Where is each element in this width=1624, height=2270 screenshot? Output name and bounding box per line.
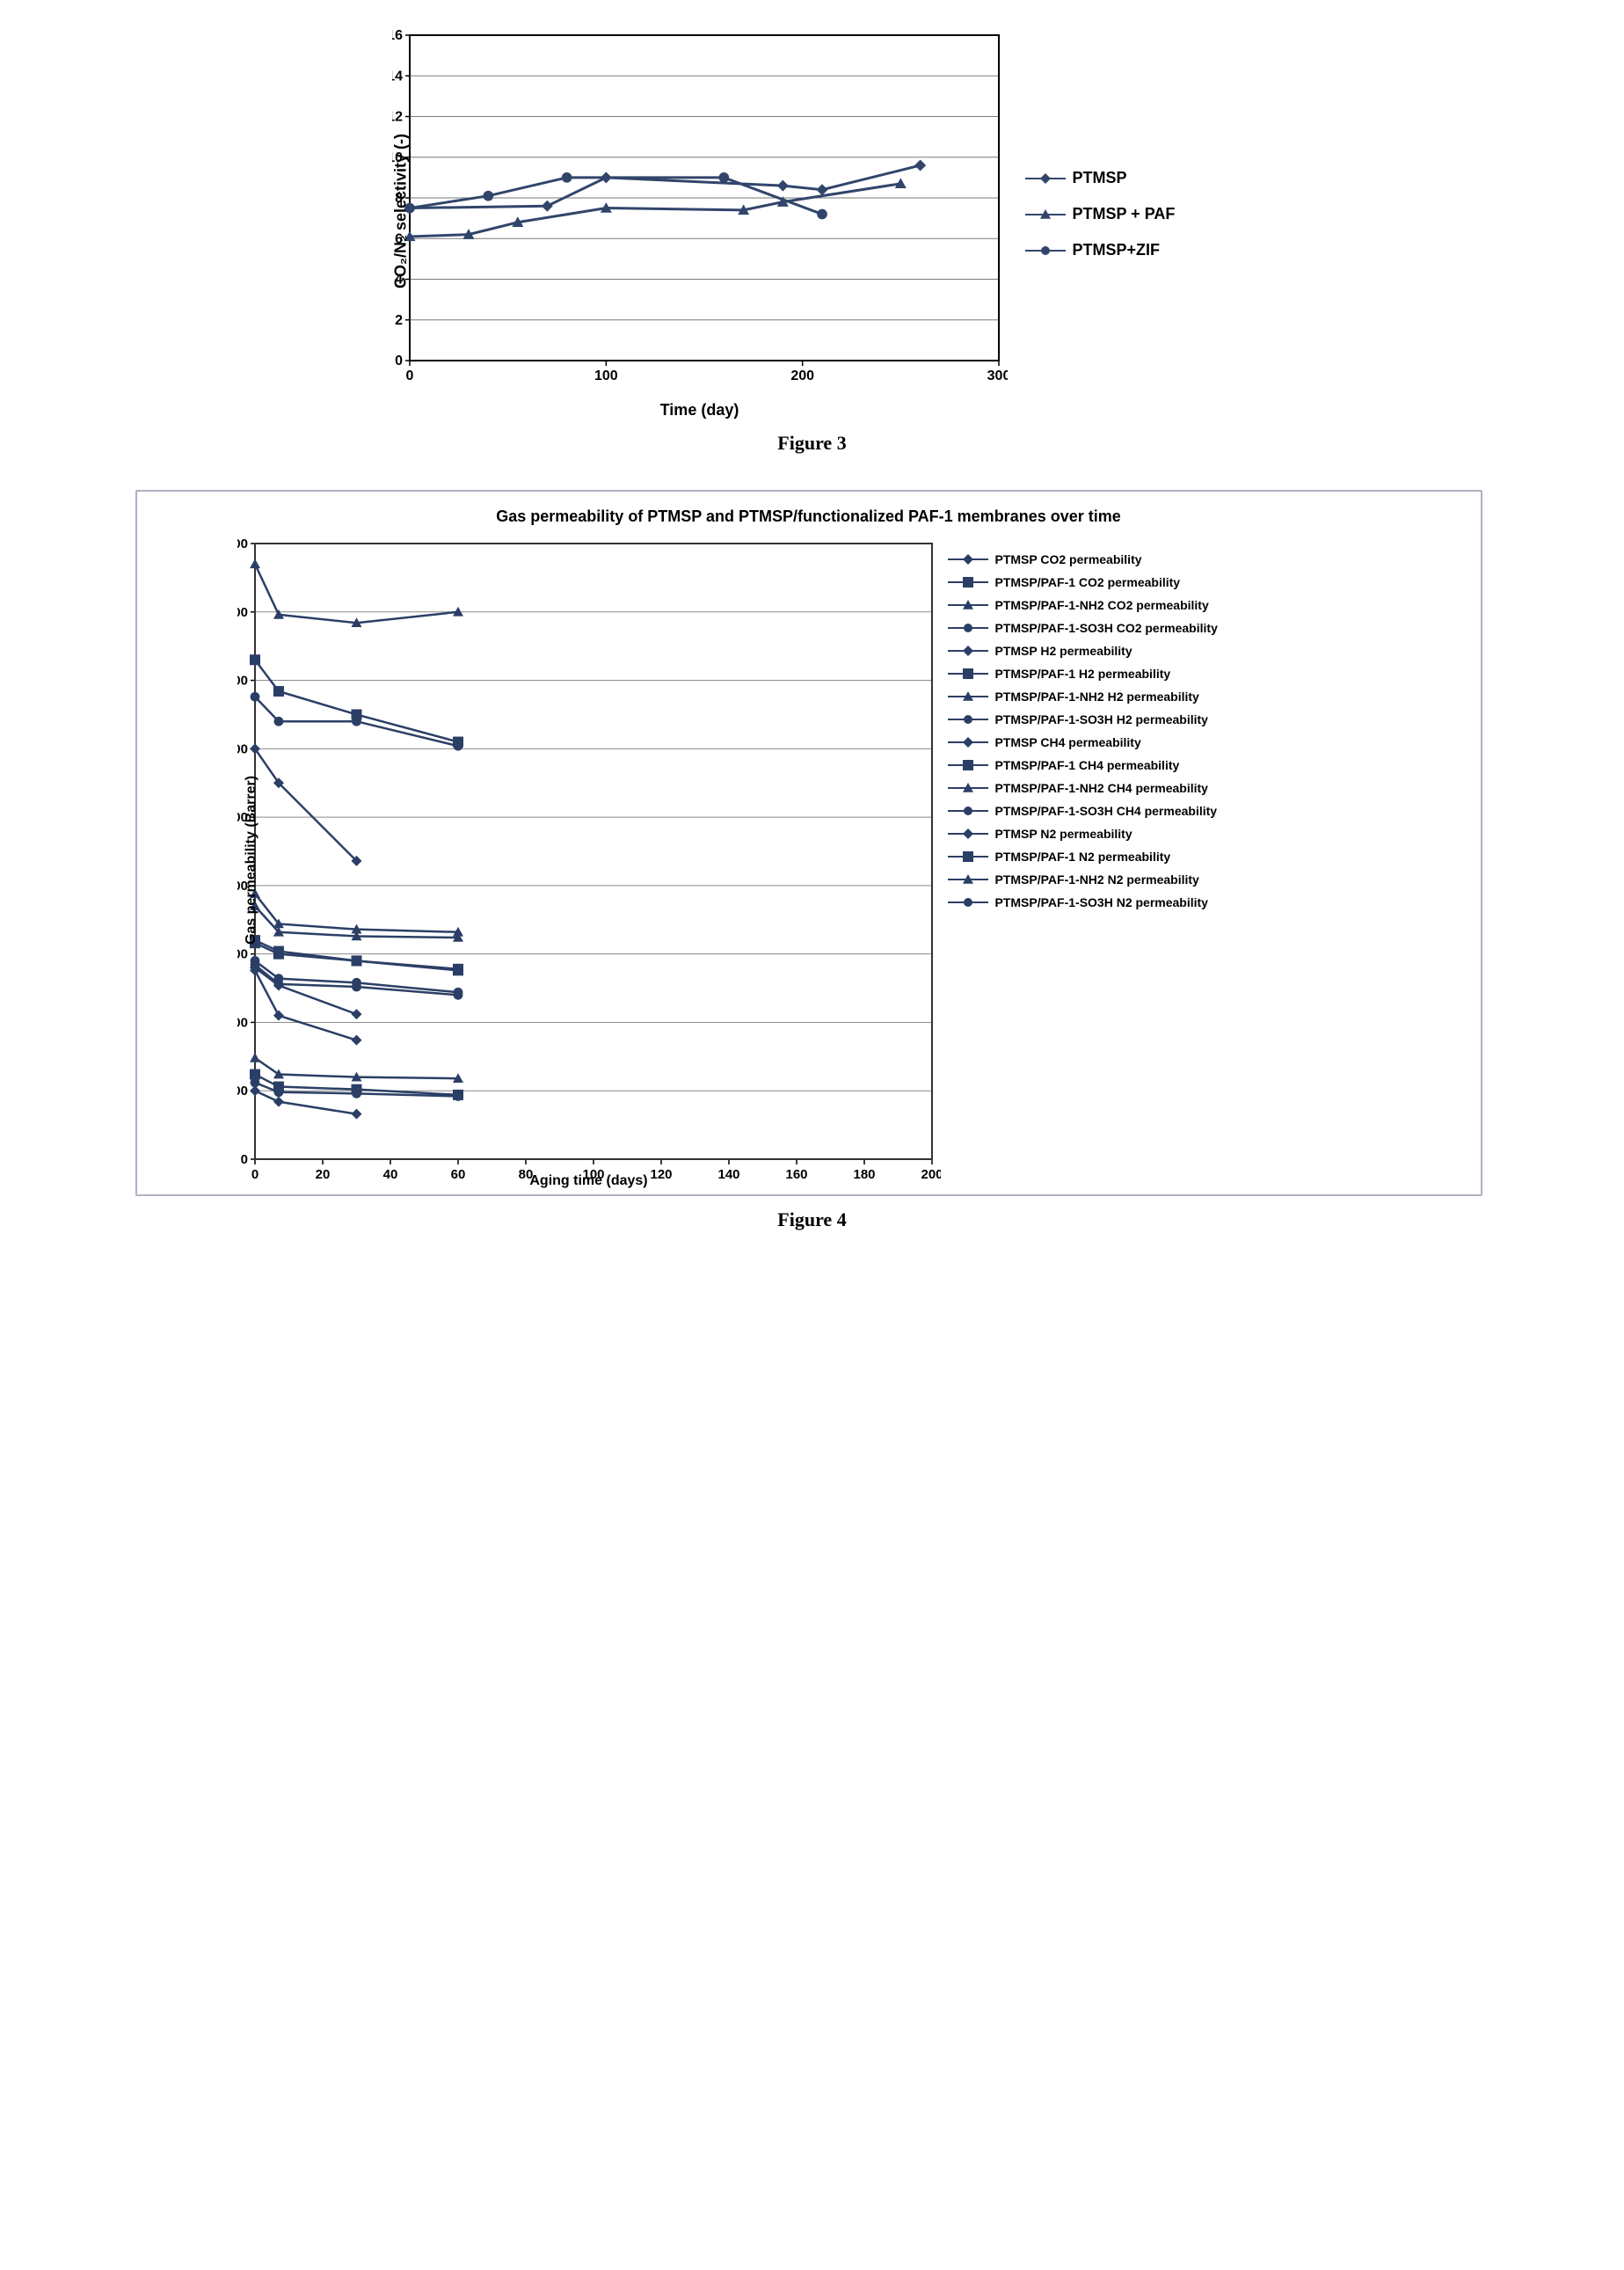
fig4-plot-area: Gas permeability (Barrer) 05000100001500…	[237, 526, 941, 1194]
svg-text:200: 200	[790, 369, 814, 383]
legend-label: PTMSP/PAF-1-NH2 N2 permeability	[995, 872, 1199, 887]
legend-item: PTMSP/PAF-1 N2 permeability	[948, 850, 1218, 864]
svg-text:80: 80	[518, 1167, 533, 1182]
legend-item: PTMSP/PAF-1-SO3H H2 permeability	[948, 712, 1218, 726]
svg-text:200: 200	[921, 1167, 941, 1182]
svg-text:0: 0	[240, 1152, 247, 1167]
legend-label: PTMSP CO2 permeability	[995, 552, 1142, 566]
legend-item: PTMSP	[1025, 169, 1176, 187]
svg-text:14: 14	[392, 69, 403, 84]
figure-3: CO₂/N₂ selectivity (-) 02468101214160100…	[329, 26, 1296, 455]
legend-label: PTMSP/PAF-1 CH4 permeability	[995, 758, 1180, 772]
svg-text:40: 40	[382, 1167, 397, 1182]
legend-label: PTMSP/PAF-1-SO3H N2 permeability	[995, 895, 1208, 909]
legend-label: PTMSP/PAF-1-NH2 H2 permeability	[995, 690, 1199, 704]
legend-item: PTMSP CO2 permeability	[948, 552, 1218, 566]
legend-label: PTMSP N2 permeability	[995, 827, 1132, 841]
legend-label: PTMSP/PAF-1-NH2 CO2 permeability	[995, 598, 1209, 612]
legend-label: PTMSP CH4 permeability	[995, 735, 1141, 749]
legend-label: PTMSP/PAF-1-SO3H CH4 permeability	[995, 804, 1218, 818]
legend-label: PTMSP H2 permeability	[995, 644, 1132, 658]
legend-label: PTMSP/PAF-1-SO3H H2 permeability	[995, 712, 1208, 726]
svg-text:160: 160	[785, 1167, 807, 1182]
svg-text:0: 0	[405, 369, 413, 383]
legend-item: PTMSP/PAF-1-NH2 CO2 permeability	[948, 598, 1218, 612]
fig4-caption: Figure 4	[135, 1208, 1489, 1231]
legend-label: PTMSP+ZIF	[1073, 241, 1161, 259]
svg-text:15000: 15000	[237, 947, 248, 962]
legend-item: PTMSP/PAF-1-NH2 N2 permeability	[948, 872, 1218, 887]
legend-item: PTMSP H2 permeability	[948, 644, 1218, 658]
svg-text:2: 2	[395, 313, 403, 328]
legend-item: PTMSP + PAF	[1025, 205, 1176, 223]
svg-text:100: 100	[582, 1167, 604, 1182]
svg-text:300: 300	[987, 369, 1007, 383]
fig3-x-axis-title: Time (day)	[392, 401, 1008, 420]
legend-item: PTMSP/PAF-1-SO3H CO2 permeability	[948, 621, 1218, 635]
legend-item: PTMSP N2 permeability	[948, 827, 1218, 841]
legend-item: PTMSP/PAF-1-SO3H CH4 permeability	[948, 804, 1218, 818]
svg-text:16: 16	[392, 28, 403, 43]
fig4-legend: PTMSP CO2 permeability PTMSP/PAF-1 CO2 pe…	[948, 552, 1218, 918]
svg-text:40000: 40000	[237, 605, 248, 620]
fig4-svg: 0500010000150002000025000300003500040000…	[237, 526, 941, 1194]
legend-label: PTMSP/PAF-1-NH2 CH4 permeability	[995, 781, 1208, 795]
svg-text:120: 120	[650, 1167, 672, 1182]
legend-label: PTMSP/PAF-1-SO3H CO2 permeability	[995, 621, 1218, 635]
legend-item: PTMSP/PAF-1 CO2 permeability	[948, 575, 1218, 589]
svg-text:20: 20	[315, 1167, 330, 1182]
legend-label: PTMSP/PAF-1 CO2 permeability	[995, 575, 1181, 589]
legend-item: PTMSP CH4 permeability	[948, 735, 1218, 749]
svg-text:180: 180	[853, 1167, 875, 1182]
svg-text:30000: 30000	[237, 741, 248, 756]
legend-item: PTMSP/PAF-1 CH4 permeability	[948, 758, 1218, 772]
legend-label: PTMSP/PAF-1 H2 permeability	[995, 667, 1171, 681]
svg-text:12: 12	[392, 110, 403, 125]
fig4-title: Gas permeability of PTMSP and PTMSP/func…	[158, 507, 1460, 526]
legend-item: PTMSP/PAF-1-NH2 H2 permeability	[948, 690, 1218, 704]
svg-text:60: 60	[450, 1167, 465, 1182]
legend-label: PTMSP	[1073, 169, 1127, 187]
svg-text:35000: 35000	[237, 674, 248, 689]
fig3-plot-area: CO₂/N₂ selectivity (-) 02468101214160100…	[392, 26, 1008, 396]
figure-4: Gas permeability of PTMSP and PTMSP/func…	[135, 490, 1489, 1231]
legend-item: PTMSP/PAF-1-NH2 CH4 permeability	[948, 781, 1218, 795]
legend-item: PTMSP/PAF-1 H2 permeability	[948, 667, 1218, 681]
fig3-svg: 02468101214160100200300	[392, 26, 1008, 396]
svg-text:100: 100	[594, 369, 617, 383]
fig3-y-axis-title: CO₂/N₂ selectivity (-)	[391, 134, 410, 288]
legend-label: PTMSP + PAF	[1073, 205, 1176, 223]
fig4-y-axis-title: Gas permeability (Barrer)	[244, 776, 259, 945]
fig3-caption: Figure 3	[329, 432, 1296, 455]
svg-text:0: 0	[251, 1167, 258, 1182]
legend-item: PTMSP/PAF-1-SO3H N2 permeability	[948, 895, 1218, 909]
svg-text:5000: 5000	[237, 1084, 248, 1099]
legend-label: PTMSP/PAF-1 N2 permeability	[995, 850, 1171, 864]
svg-text:0: 0	[395, 354, 403, 369]
svg-text:45000: 45000	[237, 536, 248, 551]
svg-text:10000: 10000	[237, 1015, 248, 1030]
svg-text:140: 140	[717, 1167, 739, 1182]
fig3-legend: PTMSP PTMSP + PAF PTMSP+ZIF	[1025, 169, 1176, 277]
legend-item: PTMSP+ZIF	[1025, 241, 1176, 259]
